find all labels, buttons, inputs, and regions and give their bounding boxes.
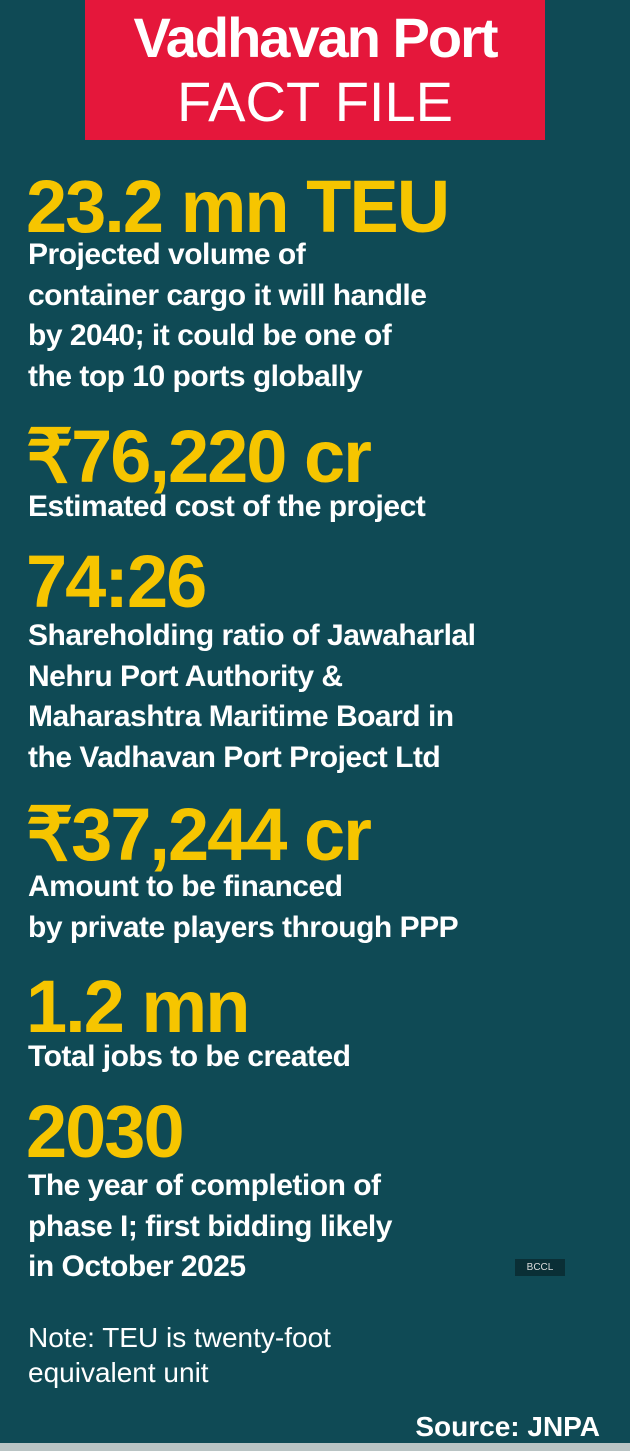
fact-description: the Vadhavan Port Project Ltd	[28, 740, 441, 774]
fact-description: in October 2025	[28, 1250, 246, 1283]
fact-description: by private players through PPP	[28, 910, 459, 944]
fact-description: Projected volume of	[28, 238, 306, 271]
fact-description: Total jobs to be created	[28, 1040, 351, 1073]
fact-description: Maharashtra Maritime Board in	[28, 700, 454, 733]
title: Vadhavan Port	[133, 6, 498, 69]
fact-description: phase I; first bidding likely	[28, 1209, 392, 1243]
fact-figure: 1.2 mn	[26, 965, 250, 1048]
watermark: BCCL	[515, 1259, 565, 1276]
fact-description: Nehru Port Authority &	[28, 659, 343, 693]
fact-description: The year of completion of	[28, 1169, 381, 1202]
header: Vadhavan Port FACT FILE	[85, 0, 545, 140]
fact-figure: ₹76,220 cr	[26, 415, 372, 498]
note: equivalent unit	[28, 1357, 209, 1388]
fact-description: Amount to be financed	[28, 870, 343, 903]
fact-description: Estimated cost of the project	[28, 490, 426, 523]
photo-strip	[0, 1443, 630, 1451]
fact-figure: 74:26	[26, 540, 207, 623]
note: Note: TEU is twenty-foot	[28, 1322, 331, 1353]
fact-description: Shareholding ratio of Jawaharlal	[28, 619, 476, 652]
fact-figure: 2030	[26, 1090, 185, 1173]
fact-figure: 23.2 mn TEU	[26, 165, 450, 248]
source: Source: JNPA	[415, 1411, 600, 1442]
fact-description: the top 10 ports globally	[28, 359, 363, 393]
subtitle: FACT FILE	[177, 70, 453, 133]
fact-description: by 2040; it could be one of	[28, 319, 392, 352]
fact-figure: ₹37,244 cr	[26, 793, 372, 876]
fact-description: container cargo it will handle	[28, 278, 427, 312]
